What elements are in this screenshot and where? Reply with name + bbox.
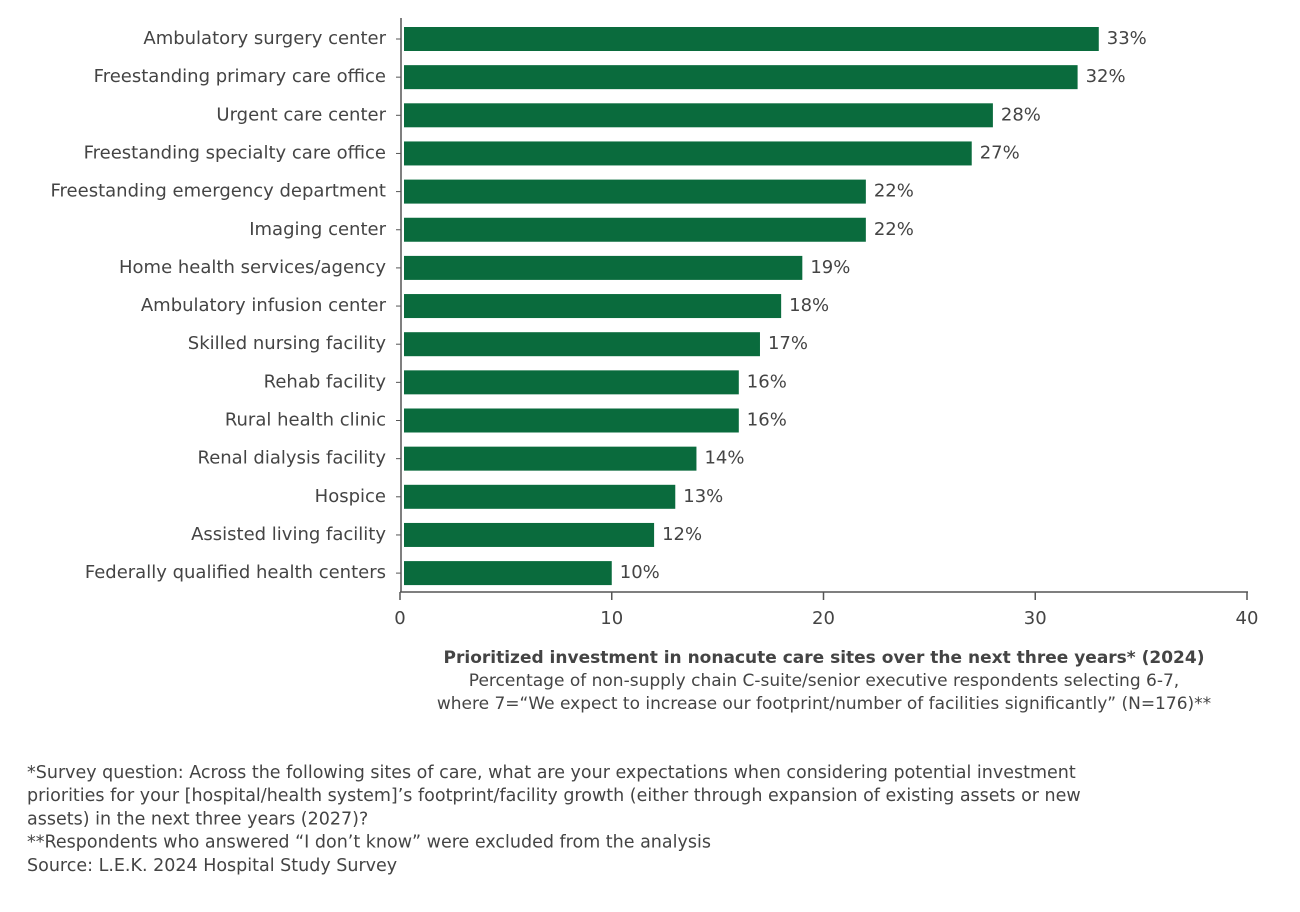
y-tick-label: Rehab facility (264, 371, 387, 392)
bar (404, 141, 972, 166)
subtitle: Percentage of non-supply chain C-suite/s… (469, 671, 1179, 691)
value-label: 12% (662, 524, 702, 545)
bar (404, 65, 1078, 90)
value-label: 16% (747, 371, 787, 392)
value-label: 32% (1086, 66, 1126, 87)
x-tick-label: 30 (1024, 608, 1047, 629)
bar (404, 217, 866, 242)
bar (404, 484, 676, 509)
bar (404, 179, 866, 204)
bar (404, 294, 782, 319)
value-label: 18% (789, 295, 829, 316)
footnote: priorities for your [hospital/health sys… (27, 786, 1081, 806)
value-label: 19% (810, 257, 850, 278)
value-label: 22% (874, 219, 914, 240)
y-tick-label: Urgent care center (216, 104, 386, 125)
y-tick-label: Assisted living facility (191, 524, 386, 545)
subtitle: where 7=“We expect to increase our footp… (437, 694, 1211, 714)
x-tick-label: 10 (600, 608, 623, 629)
bar (404, 446, 697, 471)
y-tick-label: Hospice (315, 486, 386, 507)
footnote: **Respondents who answered “I don’t know… (27, 833, 711, 853)
y-tick-label: Imaging center (249, 219, 386, 240)
bar (404, 522, 655, 547)
value-label: 27% (980, 142, 1020, 163)
footnote: assets) in the next three years (2027)? (27, 809, 368, 829)
bar (404, 561, 612, 586)
y-tick-label: Skilled nursing facility (188, 333, 387, 354)
value-label: 22% (874, 181, 914, 202)
x-tick-label: 20 (812, 608, 835, 629)
bar (404, 103, 993, 128)
y-tick-label: Freestanding emergency department (51, 181, 387, 202)
value-label: 14% (704, 448, 744, 469)
y-tick-label: Ambulatory infusion center (141, 295, 387, 316)
y-tick-label: Ambulatory surgery center (143, 28, 386, 49)
y-tick-label: Federally qualified health centers (85, 562, 386, 583)
y-tick-label: Home health services/agency (119, 257, 386, 278)
value-label: 10% (620, 562, 660, 583)
bar (404, 332, 760, 357)
y-tick-label: Freestanding specialty care office (84, 142, 386, 163)
value-label: 17% (768, 333, 808, 354)
y-tick-label: Rural health clinic (225, 410, 386, 431)
value-label: 33% (1107, 28, 1147, 49)
value-label: 13% (683, 486, 723, 507)
x-tick-label: 40 (1236, 608, 1259, 629)
bar (404, 255, 803, 280)
bar (404, 27, 1099, 51)
bar (404, 408, 739, 433)
value-label: 16% (747, 410, 787, 431)
footnote: *Survey question: Across the following s… (27, 763, 1076, 783)
bar (404, 370, 739, 395)
value-label: 28% (1001, 104, 1041, 125)
y-tick-label: Renal dialysis facility (198, 448, 387, 469)
x-tick-label: 0 (394, 608, 405, 629)
footnote: Source: L.E.K. 2024 Hospital Study Surve… (27, 856, 397, 876)
y-tick-label: Freestanding primary care office (94, 66, 386, 87)
x-axis-title: Prioritized investment in nonacute care … (444, 648, 1205, 668)
